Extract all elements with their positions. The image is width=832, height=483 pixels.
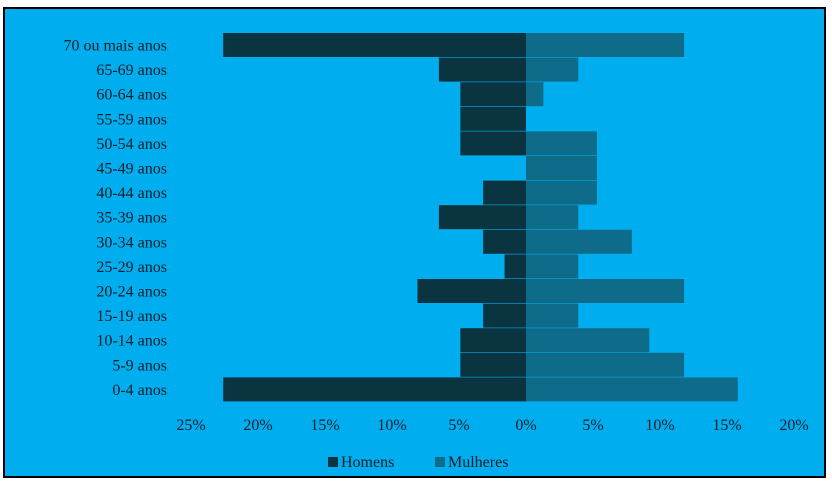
category-label: 5-9 anos bbox=[112, 357, 167, 374]
bar-mulheres-13 bbox=[526, 352, 685, 377]
bar-homens-3 bbox=[460, 106, 526, 131]
category-label: 45-49 anos bbox=[96, 161, 167, 178]
bar-homens-7 bbox=[438, 205, 526, 230]
x-tick-label: 5% bbox=[448, 417, 469, 434]
bar-homens-6 bbox=[483, 180, 526, 205]
bar-mulheres-11 bbox=[526, 303, 579, 328]
chart-frame: 70 ou mais anos 65-69 anos 60-64 anos 55-59… bbox=[3, 7, 826, 478]
x-tick-label: 0% bbox=[515, 417, 536, 434]
bar-homens-13 bbox=[460, 352, 526, 377]
bar-mulheres-5 bbox=[526, 156, 598, 180]
legend-swatch-homens bbox=[328, 457, 338, 467]
category-label: 40-44 anos bbox=[96, 185, 167, 202]
x-tick-label: 20% bbox=[779, 417, 808, 434]
category-label: 60-64 anos bbox=[96, 87, 167, 104]
category-label: 55-59 anos bbox=[96, 111, 167, 128]
bar-mulheres-14 bbox=[526, 377, 738, 402]
category-label: 30-34 anos bbox=[96, 234, 167, 251]
category-label: 20-24 anos bbox=[96, 284, 167, 301]
legend-swatch-mulheres bbox=[435, 457, 445, 467]
legend-label-homens: Homens bbox=[341, 454, 394, 471]
bar-homens-11 bbox=[483, 303, 526, 328]
x-tick-label: 5% bbox=[582, 417, 603, 434]
bar-mulheres-0 bbox=[526, 33, 685, 57]
x-tick-label: 10% bbox=[645, 417, 674, 434]
x-tick-label: 10% bbox=[377, 417, 406, 434]
bar-homens-9 bbox=[504, 254, 526, 279]
x-tick-label: 15% bbox=[712, 417, 741, 434]
bar-mulheres-6 bbox=[526, 180, 598, 205]
bar-homens-14 bbox=[223, 377, 526, 402]
x-tick-label: 15% bbox=[310, 417, 339, 434]
bar-homens-12 bbox=[460, 328, 526, 353]
bar-mulheres-8 bbox=[526, 229, 632, 254]
bar-mulheres-12 bbox=[526, 328, 650, 353]
bar-mulheres-4 bbox=[526, 131, 598, 156]
category-label: 50-54 anos bbox=[96, 136, 167, 153]
x-tick-label: 20% bbox=[243, 417, 272, 434]
category-label: 35-39 anos bbox=[96, 210, 167, 227]
bar-homens-10 bbox=[417, 279, 526, 303]
category-label: 10-14 anos bbox=[96, 333, 167, 350]
category-label: 0-4 anos bbox=[112, 382, 167, 399]
category-label: 15-19 anos bbox=[96, 308, 167, 325]
bar-homens-1 bbox=[438, 57, 526, 82]
bar-mulheres-10 bbox=[526, 279, 685, 303]
bar-homens-0 bbox=[223, 33, 526, 57]
bar-mulheres-1 bbox=[526, 57, 579, 82]
category-label: 65-69 anos bbox=[96, 62, 167, 79]
bar-mulheres-2 bbox=[526, 82, 544, 107]
category-label: 70 ou mais anos bbox=[63, 38, 167, 55]
legend-label-mulheres: Mulheres bbox=[448, 454, 508, 471]
x-tick-label: 25% bbox=[176, 417, 205, 434]
bar-homens-4 bbox=[460, 131, 526, 156]
bar-homens-2 bbox=[460, 82, 526, 107]
bar-homens-8 bbox=[483, 229, 526, 254]
bar-mulheres-9 bbox=[526, 254, 579, 279]
category-label: 25-29 anos bbox=[96, 259, 167, 276]
population-pyramid-chart: 70 ou mais anos 65-69 anos 60-64 anos 55-59… bbox=[63, 33, 809, 471]
bar-mulheres-7 bbox=[526, 205, 579, 230]
